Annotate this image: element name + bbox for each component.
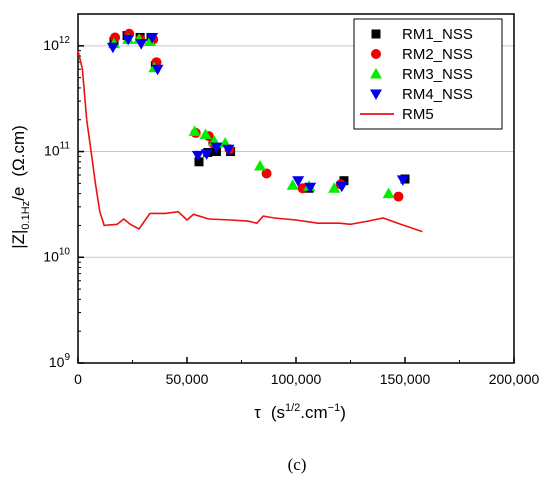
- legend-marker: [371, 49, 381, 59]
- y-axis-subscript: 0.1Hz: [20, 201, 32, 230]
- x-axis-unit-exponent-2: −1: [328, 402, 341, 414]
- y-axis-symbol-after: /e: [9, 187, 28, 201]
- x-axis-unit-rest: .cm: [300, 403, 327, 422]
- x-axis-unit-exponent: 1/2: [285, 402, 300, 414]
- x-tick-label: 200,000: [489, 371, 540, 387]
- x-axis-unit: (s: [271, 403, 285, 422]
- legend: RM1_NSS RM2_NSS RM3_NSS RM4_NSS RM5: [354, 19, 502, 129]
- data-point: [254, 160, 266, 171]
- y-tick-exponent: 11: [60, 141, 71, 152]
- y-tick-label: 1010: [43, 246, 70, 264]
- legend-label: RM1_NSS: [402, 26, 473, 43]
- series-rm3-nss: [108, 33, 395, 198]
- y-axis-title: |Z|0.1Hz/e (Ω.cm): [9, 125, 32, 249]
- y-tick-base: 10: [44, 143, 60, 159]
- x-axis-unit-close: ): [340, 403, 346, 422]
- y-axis-unit: (Ω.cm): [9, 125, 28, 176]
- y-tick-exponent: 12: [59, 35, 71, 46]
- x-tick-label: 50,000: [166, 371, 209, 387]
- y-tick-base: 10: [43, 37, 59, 53]
- x-axis-symbol: τ: [254, 403, 261, 422]
- y-tick-exponent: 9: [64, 352, 70, 363]
- y-tick-label: 109: [49, 352, 71, 370]
- y-axis-symbol: |Z|: [9, 230, 28, 249]
- x-tick-label: 0: [74, 371, 82, 387]
- y-tick-base: 10: [43, 248, 59, 264]
- x-tick-label: 100,000: [271, 371, 322, 387]
- data-point: [393, 192, 403, 202]
- y-tick-label: 1011: [44, 141, 70, 159]
- legend-label: RM2_NSS: [402, 46, 473, 63]
- legend-label: RM3_NSS: [402, 66, 473, 83]
- x-axis-title: τ (s1/2.cm−1): [254, 402, 346, 422]
- data-point: [383, 188, 395, 199]
- figure-caption: (c): [288, 455, 307, 474]
- y-tick-base: 10: [49, 354, 65, 370]
- legend-label: RM4_NSS: [402, 86, 473, 103]
- legend-label: RM5: [402, 106, 434, 123]
- y-tick-label: 1012: [43, 35, 70, 53]
- x-tick-label: 150,000: [380, 371, 431, 387]
- y-tick-exponent: 10: [59, 246, 71, 257]
- legend-marker: [372, 30, 381, 39]
